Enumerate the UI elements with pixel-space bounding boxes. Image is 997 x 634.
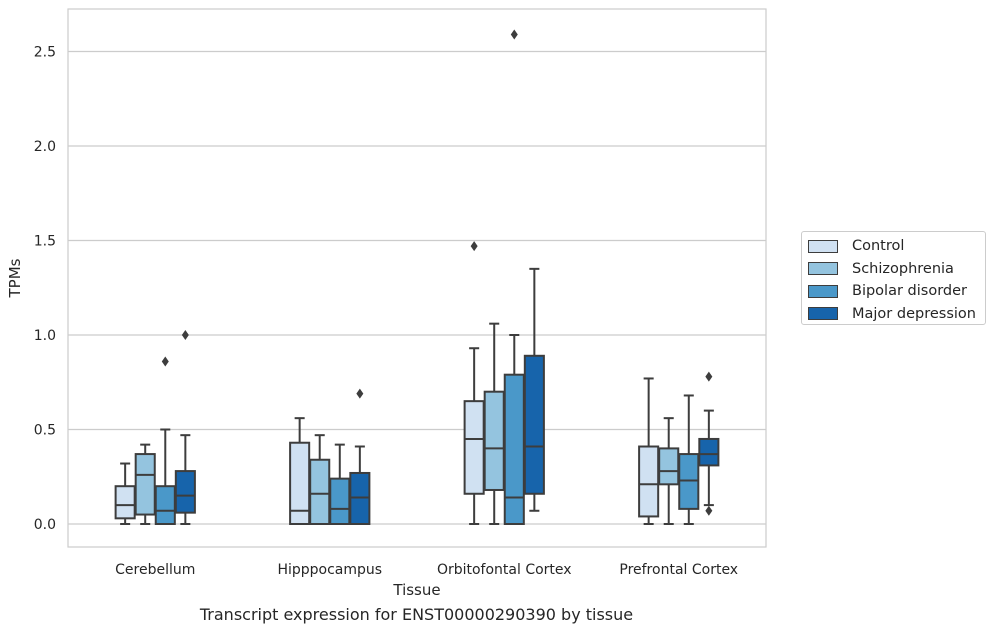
legend-label: Control xyxy=(852,238,905,255)
box-3-2 xyxy=(678,394,700,525)
legend-swatch xyxy=(808,284,838,298)
outlier-point xyxy=(356,388,364,399)
box-iqr xyxy=(698,437,720,467)
legend: Control Schizophrenia Bipolar disorder Majo… xyxy=(801,231,986,325)
y-tick-label: 1.0 xyxy=(34,328,56,344)
box-series xyxy=(114,29,720,526)
x-tick-label: Orbitofontal Cortex xyxy=(437,562,572,578)
box-3-0 xyxy=(638,377,660,525)
box-2-1 xyxy=(483,322,505,525)
legend-swatch xyxy=(808,262,838,276)
box-1-3 xyxy=(349,388,371,525)
outlier-point xyxy=(470,241,478,252)
x-tick-label: Cerebellum xyxy=(115,562,195,578)
legend-swatch xyxy=(808,307,838,321)
box-iqr xyxy=(483,390,505,491)
x-tick-labels: Cerebellum Hipppocampus Orbitofontal Corte… xyxy=(115,562,738,578)
box-iqr xyxy=(114,485,136,520)
box-iqr xyxy=(134,453,156,516)
x-tick-label: Hipppocampus xyxy=(277,562,382,578)
box-iqr xyxy=(463,400,485,495)
y-tick-label: 1.5 xyxy=(34,234,56,250)
legend-label: Bipolar disorder xyxy=(852,283,967,300)
outlier-point xyxy=(181,330,189,340)
outlier-point xyxy=(705,371,713,382)
legend-label: Schizophrenia xyxy=(852,260,954,277)
legend-item: Major depression xyxy=(808,303,979,326)
outlier-point xyxy=(161,356,169,367)
box-iqr xyxy=(154,485,176,526)
y-tick-label: 2.0 xyxy=(34,139,56,155)
box-iqr xyxy=(523,354,545,495)
box-iqr xyxy=(174,470,196,514)
box-iqr xyxy=(503,373,525,525)
box-0-3 xyxy=(174,330,196,525)
legend-swatch xyxy=(808,239,838,253)
box-2-3 xyxy=(523,267,545,512)
y-axis-label: TPMs xyxy=(6,258,24,298)
x-axis-label: Tissue xyxy=(392,581,440,599)
box-2-0 xyxy=(463,241,485,525)
box-1-1 xyxy=(309,434,331,525)
legend-item: Schizophrenia xyxy=(808,258,979,281)
legend-item: Bipolar disorder xyxy=(808,280,979,303)
legend-item: Control xyxy=(808,235,979,258)
y-tick-label: 0.5 xyxy=(34,423,56,439)
legend-label: Major depression xyxy=(852,305,976,322)
y-tick-label: 0.0 xyxy=(34,517,56,533)
box-iqr xyxy=(658,447,680,486)
box-0-2 xyxy=(154,356,176,526)
box-1-0 xyxy=(289,417,311,526)
box-2-2 xyxy=(503,29,525,525)
box-0-1 xyxy=(134,443,156,525)
box-0-0 xyxy=(114,462,136,525)
y-tick-label: 2.5 xyxy=(34,45,56,61)
box-iqr xyxy=(289,441,311,526)
box-1-2 xyxy=(329,443,351,526)
box-3-3 xyxy=(698,371,720,516)
outlier-point xyxy=(705,505,713,516)
box-iqr xyxy=(329,477,351,526)
box-iqr xyxy=(309,458,331,525)
y-tick-labels: 0.0 0.5 1.0 1.5 2.0 2.5 xyxy=(34,45,56,534)
box-iqr xyxy=(638,445,660,518)
box-3-1 xyxy=(658,417,680,525)
outlier-point xyxy=(510,29,518,40)
figure-caption: Transcript expression for ENST0000029039… xyxy=(199,605,634,624)
x-tick-label: Prefrontal Cortex xyxy=(619,562,738,578)
